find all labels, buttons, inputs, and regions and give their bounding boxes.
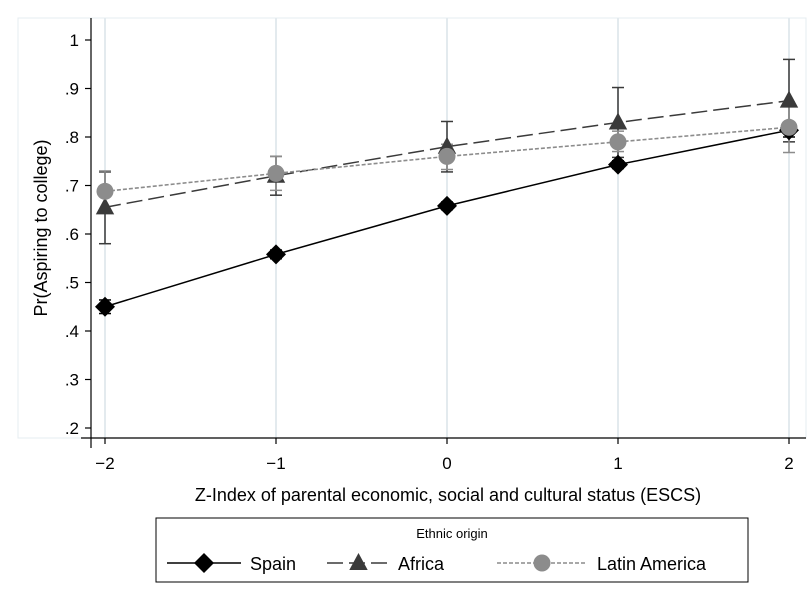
data-point-spain: [95, 296, 115, 317]
y-tick-label: .3: [65, 371, 79, 390]
legend-label-spain: Spain: [250, 554, 296, 574]
data-point-spain: [266, 244, 286, 265]
legend: Ethnic origin Spain Africa Latin America: [155, 517, 749, 583]
legend-label-latin-america: Latin America: [597, 554, 707, 574]
x-axis-ticks: −2 −1 0 1 2: [95, 438, 794, 473]
x-tick-label: 0: [442, 454, 451, 473]
x-tick-label: 2: [784, 454, 793, 473]
y-axis-title: Pr(Aspiring to college): [31, 139, 51, 316]
data-point-africa: [608, 112, 628, 130]
y-tick-label: .6: [65, 225, 79, 244]
x-tick-label: −2: [95, 454, 114, 473]
y-tick-label: .8: [65, 128, 79, 147]
x-axis-title: Z-Index of parental economic, social and…: [195, 485, 701, 505]
data-point-latin-america: [267, 164, 285, 182]
series-markers: [95, 90, 799, 317]
legend-marker-spain: [194, 553, 214, 573]
data-point-spain: [437, 195, 457, 216]
data-point-latin-america: [609, 133, 627, 151]
y-tick-label: .2: [65, 419, 79, 438]
data-point-latin-america: [780, 118, 798, 136]
series-line-africa: [104, 99, 790, 209]
data-point-latin-america: [96, 182, 114, 200]
y-tick-label: .7: [65, 177, 79, 196]
y-axis-ticks: .2 .3 .4 .5 .6 .7 .8 .9 1: [65, 31, 91, 438]
x-tick-label: −1: [266, 454, 285, 473]
data-point-spain: [608, 154, 628, 175]
y-tick-label: .4: [65, 322, 79, 341]
legend-label-africa: Africa: [398, 554, 445, 574]
y-tick-label: 1: [70, 31, 79, 50]
x-tick-label: 1: [613, 454, 622, 473]
legend-marker-africa: [349, 553, 368, 570]
data-point-latin-america: [438, 147, 456, 165]
data-point-africa: [779, 90, 799, 108]
y-tick-label: .9: [65, 80, 79, 99]
data-point-africa: [95, 197, 115, 215]
legend-items: Spain Africa Latin America: [167, 553, 707, 574]
y-tick-label: .5: [65, 274, 79, 293]
legend-title: Ethnic origin: [416, 526, 488, 541]
legend-box: [155, 517, 749, 583]
legend-marker-latin-america: [533, 554, 551, 572]
